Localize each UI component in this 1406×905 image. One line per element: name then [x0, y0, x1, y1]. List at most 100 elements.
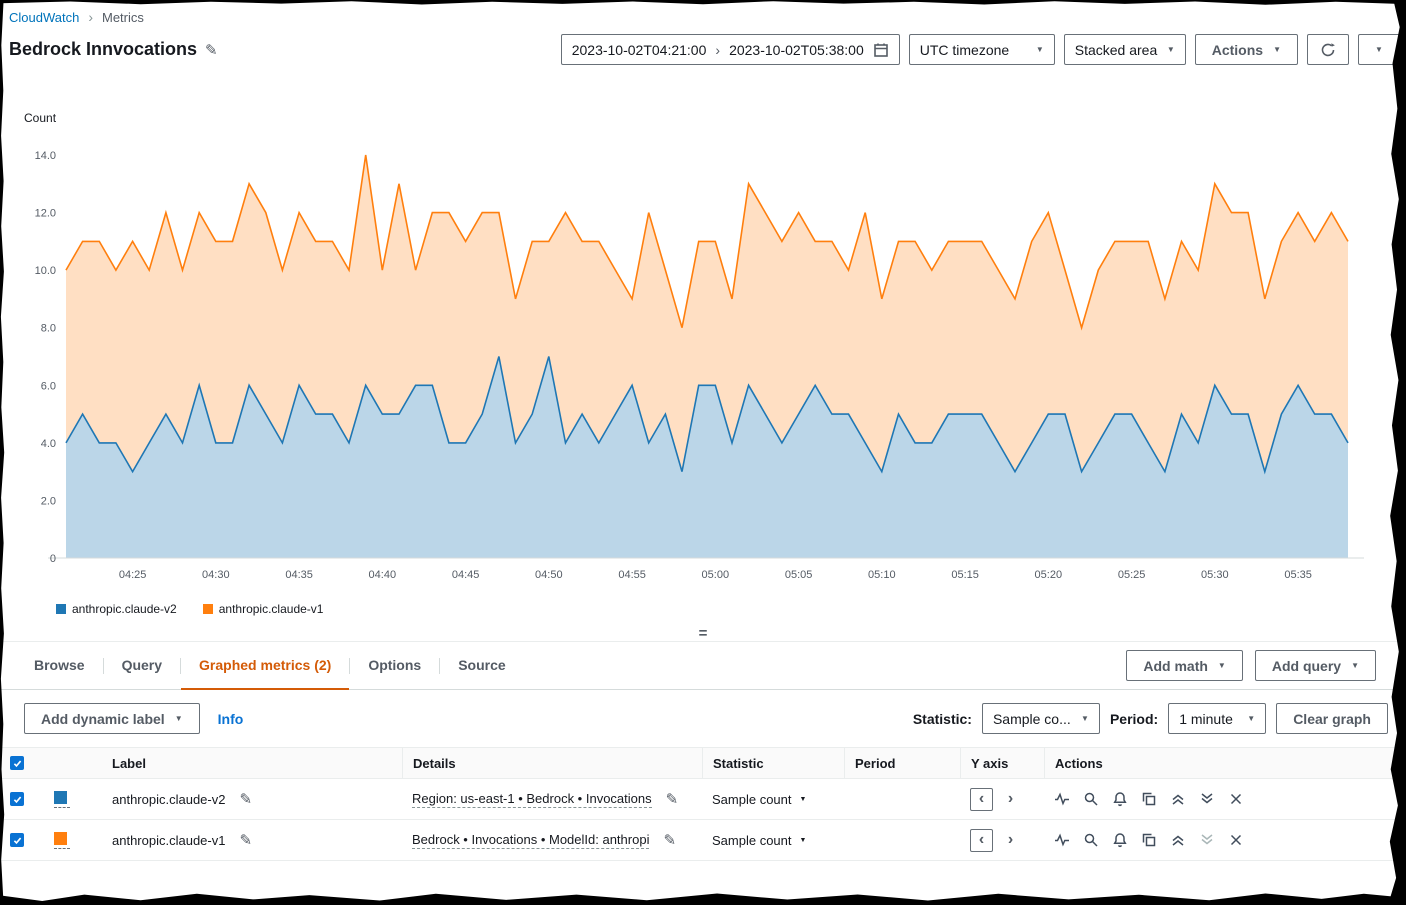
svg-text:05:30: 05:30 — [1201, 569, 1229, 581]
clear-graph-button[interactable]: Clear graph — [1276, 703, 1388, 734]
add-math-button[interactable]: Add math ▼ — [1126, 650, 1243, 681]
title-toolbar-row: Bedrock Innvocations ✎ 2023-10-02T04:21:… — [0, 25, 1406, 65]
column-header-label: Label — [112, 755, 146, 771]
move-up-icon[interactable] — [1170, 832, 1186, 848]
metrics-chart[interactable]: 0 2.0 4.0 6.0 8.0 10.0 12.0 14.0 04:25 04:30 04:35… — [8, 133, 1398, 588]
svg-text:05:00: 05:00 — [702, 569, 730, 581]
svg-text:04:35: 04:35 — [285, 569, 313, 581]
add-dynamic-label-button[interactable]: Add dynamic label ▼ — [24, 703, 200, 734]
edit-details-icon[interactable]: ✎ — [663, 832, 677, 849]
chart-type-select[interactable]: Stacked area ▼ — [1063, 34, 1186, 65]
chevron-down-icon[interactable]: ▼ — [799, 795, 807, 803]
svg-text:04:55: 04:55 — [618, 569, 646, 581]
duplicate-icon[interactable] — [1141, 832, 1157, 848]
zoom-icon[interactable] — [1083, 832, 1099, 848]
edit-details-icon[interactable]: ✎ — [665, 791, 679, 808]
y-axis-left-button[interactable]: ‹ — [970, 828, 993, 852]
legend-item[interactable]: anthropic.claude-v2 — [56, 602, 177, 616]
breadcrumb-chevron-icon: › — [88, 9, 93, 25]
color-swatch[interactable] — [54, 831, 70, 849]
legend-item[interactable]: anthropic.claude-v1 — [202, 602, 324, 616]
date-range-picker[interactable]: 2023-10-02T04:21:00 › 2023-10-02T05:38:0… — [560, 34, 900, 65]
tabs-actions: Add math ▼ Add query ▼ — [1126, 650, 1376, 681]
color-column-header — [44, 748, 102, 778]
alarm-bell-icon[interactable] — [1112, 832, 1128, 848]
period-select[interactable]: 1 minute ▼ — [1168, 703, 1267, 734]
edit-label-icon[interactable]: ✎ — [239, 791, 253, 808]
tab-source[interactable]: Source — [458, 656, 506, 673]
tabs-bar: Browse Query Graphed metrics (2) Options… — [0, 642, 1406, 690]
refresh-button[interactable] — [1307, 34, 1349, 65]
row-statistic[interactable]: Sample count — [712, 832, 792, 848]
timezone-select[interactable]: UTC timezone ▼ — [908, 34, 1055, 65]
y-axis-right-button[interactable]: › — [1007, 790, 1014, 807]
actions-button[interactable]: Actions ▼ — [1194, 34, 1298, 65]
period-value: 1 minute — [1179, 710, 1233, 727]
column-header-yaxis: Y axis — [960, 748, 1044, 778]
date-range-chevron-icon: › — [715, 41, 721, 58]
metric-label[interactable]: anthropic.claude-v2 — [112, 791, 226, 807]
svg-text:04:45: 04:45 — [452, 569, 480, 581]
refresh-options-button[interactable]: ▼ — [1358, 34, 1400, 65]
chevron-down-icon: ▼ — [174, 713, 183, 723]
statistic-select[interactable]: Sample co... ▼ — [981, 703, 1100, 734]
info-link[interactable]: Info — [217, 710, 244, 727]
pulse-icon[interactable] — [1054, 791, 1070, 807]
y-axis-right-button[interactable]: › — [1007, 831, 1014, 848]
svg-text:04:40: 04:40 — [369, 569, 397, 581]
metric-details[interactable]: Bedrock • Invocations • ModelId: anthrop… — [412, 831, 650, 849]
chart-legend: anthropic.claude-v2 anthropic.claude-v1 — [56, 602, 1406, 616]
svg-text:05:25: 05:25 — [1118, 569, 1146, 581]
row-checkbox[interactable] — [10, 833, 24, 847]
remove-icon[interactable] — [1228, 791, 1244, 807]
legend-label: anthropic.claude-v2 — [72, 602, 177, 616]
svg-text:12.0: 12.0 — [35, 208, 56, 220]
edit-title-icon[interactable]: ✎ — [205, 41, 218, 59]
column-header-period: Period — [844, 748, 960, 778]
move-down-icon[interactable] — [1199, 791, 1215, 807]
row-period — [844, 779, 960, 819]
chevron-down-icon[interactable]: ▼ — [799, 836, 807, 844]
alarm-bell-icon[interactable] — [1112, 791, 1128, 807]
metric-details[interactable]: Region: us-east-1 • Bedrock • Invocation… — [412, 790, 652, 808]
add-query-button[interactable]: Add query ▼ — [1254, 650, 1376, 681]
move-down-icon[interactable] — [1199, 832, 1215, 848]
duplicate-icon[interactable] — [1141, 791, 1157, 807]
metric-label[interactable]: anthropic.claude-v1 — [112, 832, 226, 848]
chevron-down-icon: ▼ — [1375, 44, 1383, 54]
zoom-icon[interactable] — [1083, 791, 1099, 807]
tab-options[interactable]: Options — [368, 656, 422, 673]
check-icon — [13, 760, 21, 767]
panel-divider: = — [0, 625, 1406, 642]
row-checkbox[interactable] — [10, 792, 24, 806]
chevron-down-icon: ▼ — [1081, 713, 1089, 723]
tab-graphed-metrics[interactable]: Graphed metrics (2) — [181, 642, 350, 690]
select-all-checkbox[interactable] — [10, 756, 24, 770]
tab-divider — [439, 657, 441, 674]
tab-browse[interactable]: Browse — [34, 656, 85, 673]
legend-label: anthropic.claude-v1 — [218, 602, 324, 616]
resize-handle[interactable]: = — [698, 625, 708, 642]
edit-label-icon[interactable]: ✎ — [239, 832, 253, 849]
statistic-period-controls: Statistic: Sample co... ▼ Period: 1 minu… — [913, 703, 1388, 734]
column-header-statistic: Statistic — [702, 748, 844, 778]
chevron-down-icon: ▼ — [1035, 44, 1044, 54]
tab-query[interactable]: Query — [121, 656, 163, 673]
table-header-row: Label Details Statistic Period Y axis Ac… — [0, 747, 1406, 779]
svg-text:4.0: 4.0 — [41, 438, 56, 450]
refresh-icon — [1321, 42, 1335, 56]
color-swatch[interactable] — [54, 790, 70, 808]
tab-divider — [102, 657, 104, 674]
column-header-details: Details — [402, 748, 702, 778]
svg-text:05:10: 05:10 — [868, 569, 896, 581]
pulse-icon[interactable] — [1054, 832, 1070, 848]
remove-icon[interactable] — [1228, 832, 1244, 848]
check-icon — [13, 796, 21, 803]
move-up-icon[interactable] — [1170, 791, 1186, 807]
y-axis-left-button[interactable]: ‹ — [970, 787, 993, 811]
svg-text:2.0: 2.0 — [41, 495, 56, 507]
breadcrumb-cloudwatch-link[interactable]: CloudWatch — [9, 9, 80, 25]
row-statistic[interactable]: Sample count — [712, 791, 792, 807]
svg-text:05:05: 05:05 — [785, 569, 813, 581]
